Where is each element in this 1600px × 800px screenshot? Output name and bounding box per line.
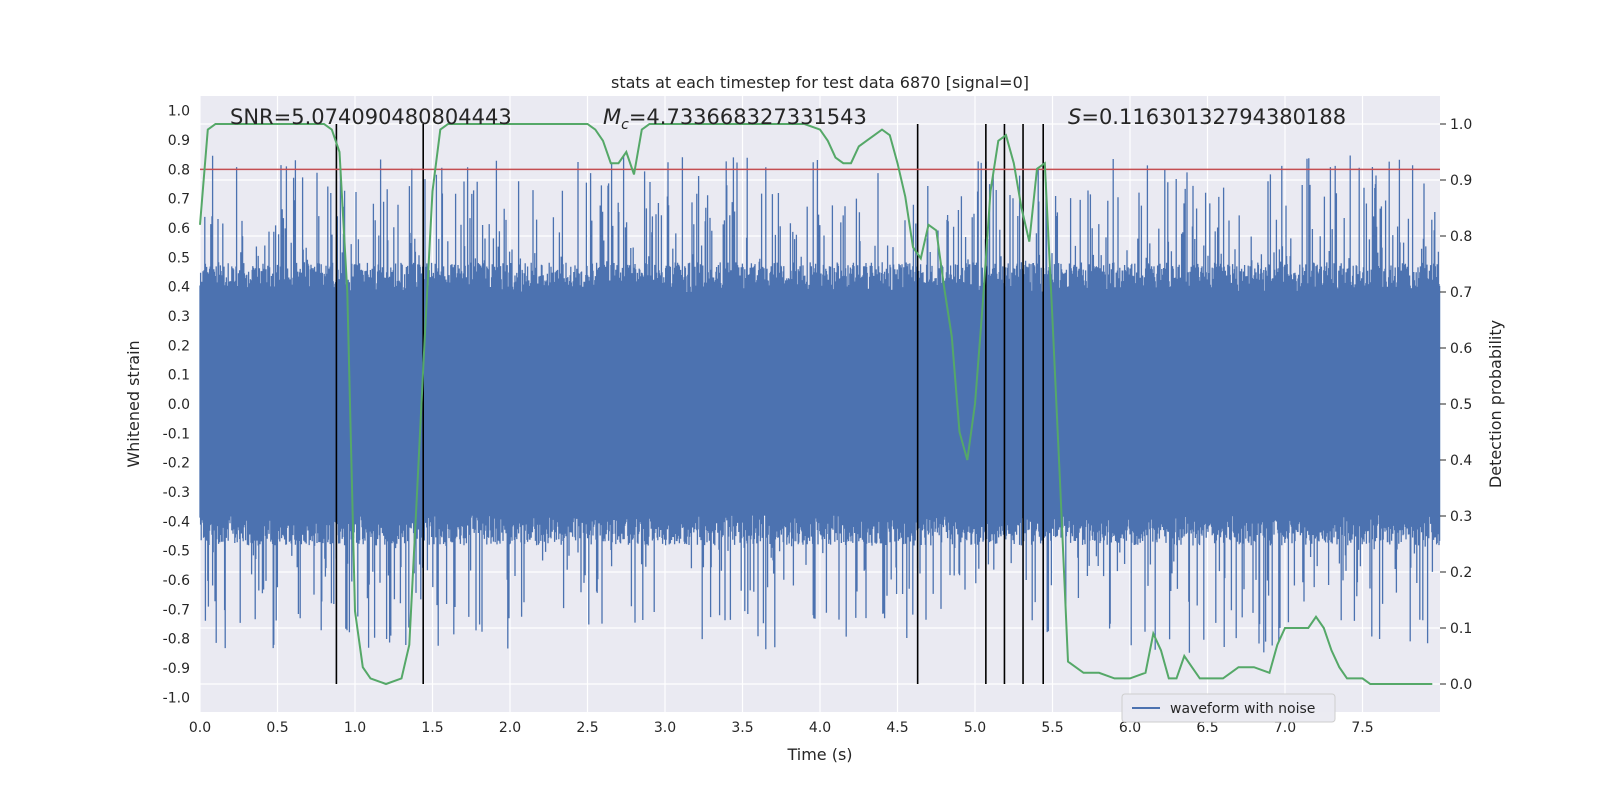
y-axis-left-ticks: 1.0 0.9 0.8 0.7 0.6 0.5 0.4 0.3 0.2 0.1 0.0 -0.1 -0.… [163,104,190,707]
y-tick-label: -0.6 [163,573,190,589]
snr-annotation: SNR=5.074090480804443 [230,105,512,129]
x-tick-label: 1.5 [421,720,443,736]
y-tick-label: -0.7 [163,602,190,618]
y-right-tick-label: 0.9 [1450,173,1472,189]
y-right-tick-label: 0.7 [1450,285,1472,301]
x-tick-label: 3.5 [731,720,753,736]
mc-symbol: M [603,105,621,129]
y-tick-label: -0.8 [163,632,190,648]
s-annotation: S=0.11630132794380188 [1068,105,1346,129]
y-axis-right-label: Detection probability [1486,320,1505,488]
y-tick-label: -0.9 [163,661,190,677]
y-tick-label: 0.3 [168,309,190,325]
x-tick-label: 1.0 [344,720,366,736]
x-tick-label: 7.5 [1351,720,1373,736]
x-tick-label: 2.5 [576,720,598,736]
legend-label: waveform with noise [1170,701,1315,717]
vertical-markers [335,124,1044,684]
y-right-tick-label: 0.0 [1450,677,1472,693]
y-axis-right-ticks: 1.0 0.9 0.8 0.7 0.6 0.5 0.4 0.3 0.2 0.1 0.0 [1440,117,1472,693]
y-right-tick-label: 0.1 [1450,621,1472,637]
y-right-tick-label: 0.3 [1450,509,1472,525]
x-tick-label: 5.0 [964,720,986,736]
y-axis-label: Whitened strain [124,340,143,467]
x-tick-label: 0.5 [266,720,288,736]
probability-series [199,123,1433,686]
x-tick-label: 0.0 [189,720,211,736]
mc-subscript: c [621,117,629,133]
y-right-tick-label: 1.0 [1450,117,1472,133]
y-tick-label: 0.7 [168,192,190,208]
x-tick-label: 4.5 [886,720,908,736]
chart-title: stats at each timestep for test data 687… [611,73,1029,92]
waveform-line [199,155,1441,653]
x-tick-label: 6.0 [1119,720,1141,736]
y-tick-label: -0.5 [163,544,190,560]
x-tick-label: 7.0 [1274,720,1296,736]
x-tick-label: 2.0 [499,720,521,736]
x-tick-label: 3.0 [654,720,676,736]
s-symbol: S [1068,105,1081,129]
x-axis-label: Time (s) [786,745,852,764]
x-tick-label: 5.5 [1041,720,1063,736]
x-axis-ticks: 0.0 0.5 1.0 1.5 2.0 2.5 3.0 3.5 4.0 4.5 5.0 5.5 6.0 6… [189,720,1374,736]
y-right-tick-label: 0.8 [1450,229,1472,245]
y-right-tick-label: 0.6 [1450,341,1472,357]
y-tick-label: -0.2 [163,456,190,472]
probability-line [199,123,1433,686]
waveform-series [199,155,1441,653]
mc-value: =4.733668327331543 [629,105,867,129]
y-tick-label: 1.0 [168,104,190,120]
y-tick-label: 0.9 [168,133,190,149]
y-right-tick-label: 0.4 [1450,453,1472,469]
y-tick-label: 0.2 [168,338,190,354]
y-tick-label: 0.4 [168,280,190,296]
y-tick-label: 0.1 [168,368,190,384]
legend-box [1121,693,1336,723]
y-tick-label: 0.8 [168,162,190,178]
y-tick-label: -0.4 [163,514,190,530]
y-tick-label: 0.5 [168,250,190,266]
y-tick-label: -0.1 [163,426,190,442]
y-right-tick-label: 0.5 [1450,397,1472,413]
y-tick-label: -0.3 [163,485,190,501]
s-value: =0.11630132794380188 [1081,105,1346,129]
chirp-mass-annotation: Mc=4.733668327331543 [603,105,867,133]
y-tick-label: 0.6 [168,221,190,237]
y-tick-label: 0.0 [168,397,190,413]
x-tick-label: 4.0 [809,720,831,736]
legend: waveform with noise [1121,693,1336,723]
y-tick-label: -1.0 [163,690,190,706]
x-tick-label: 6.5 [1196,720,1218,736]
y-right-tick-label: 0.2 [1450,565,1472,581]
